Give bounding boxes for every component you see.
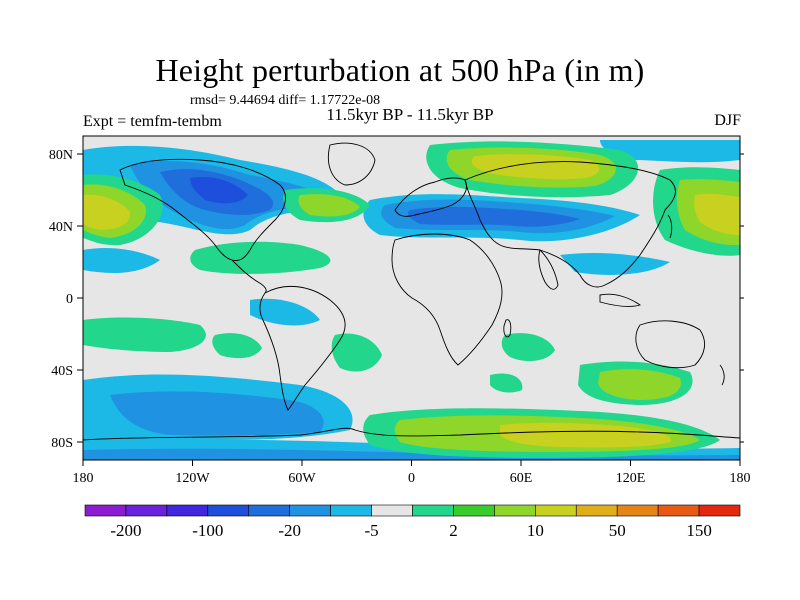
contour-fields [83, 140, 740, 460]
season-label: DJF [714, 112, 741, 129]
map-title: Height perturbation at 500 hPa (in m) [155, 52, 645, 88]
colorbar-label: 10 [527, 521, 544, 540]
lon-tick-label: 60W [288, 471, 316, 486]
colorbar-swatch [453, 504, 495, 517]
colorbar-label: 150 [686, 521, 712, 540]
axis-ticks [77, 153, 744, 466]
lon-tick-label: 180 [730, 471, 751, 486]
colorbar-swatch [289, 504, 331, 517]
colorbar-swatch [698, 504, 741, 517]
lat-tick-label: 0 [66, 292, 73, 307]
colorbar-label: -100 [192, 521, 223, 540]
lon-tick-label: 0 [408, 471, 415, 486]
period-text: 11.5kyr BP - 11.5kyr BP [326, 105, 494, 124]
colorbar-swatch [412, 504, 454, 517]
lat-labels: 80N 40N 0 40S 80S [49, 148, 73, 451]
colorbar-swatch [125, 504, 168, 517]
colorbar-labels: -200 -100 -20 -5 2 10 50 150 [110, 521, 711, 540]
colorbar-swatch [166, 504, 209, 517]
colorbar-label: -5 [364, 521, 378, 540]
colorbar-swatch [535, 504, 577, 517]
colorbar-swatch [248, 504, 290, 517]
lat-tick-label: 40N [49, 220, 73, 235]
colorbar-label: 2 [449, 521, 458, 540]
stats-text: rmsd= 9.44694 diff= 1.17722e-08 [190, 93, 381, 108]
lon-tick-label: 120E [616, 471, 646, 486]
colorbar-swatch [494, 504, 536, 517]
lon-labels: 180 120W 60W 0 60E 120E 180 [73, 471, 751, 486]
experiment-label: Expt = temfm-tembm [83, 113, 222, 130]
lon-tick-label: 60E [510, 471, 533, 486]
colorbar-swatch [84, 504, 127, 517]
colorbar-swatch [207, 504, 250, 517]
colorbar-label: -20 [278, 521, 301, 540]
lat-tick-label: 80S [51, 436, 73, 451]
colorbar-label: -200 [110, 521, 141, 540]
colorbar-swatch [371, 504, 413, 517]
colorbar-label: 50 [609, 521, 626, 540]
colorbar-swatch [575, 504, 618, 517]
lon-tick-label: 180 [73, 471, 94, 486]
colorbar-swatch [657, 504, 700, 517]
lat-tick-label: 40S [51, 364, 73, 379]
colorbar-swatch [616, 504, 659, 517]
colorbar [84, 504, 741, 517]
colorbar-swatch [330, 504, 372, 517]
lon-tick-label: 120W [175, 471, 210, 486]
coastlines [83, 142, 740, 441]
lat-tick-label: 80N [49, 148, 73, 163]
